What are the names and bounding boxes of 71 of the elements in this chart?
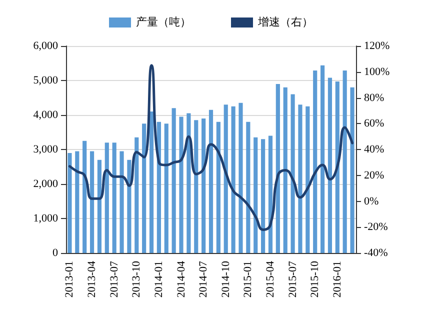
bar (82, 140, 87, 253)
bar (224, 104, 228, 253)
y-tick-label: 4,000 (33, 109, 58, 121)
x-tick-label: 2015-10 (309, 260, 322, 298)
x-tick-label: 2013-10 (130, 260, 143, 298)
y2-tick-label: 100% (364, 66, 390, 78)
bar (149, 112, 154, 253)
bar (261, 139, 266, 253)
y-tick-label: 3,000 (33, 144, 58, 156)
bar (313, 70, 318, 253)
x-tick-label: 2015-01 (242, 261, 254, 298)
x-tick-label: 2013-07 (108, 260, 120, 298)
x-tick-label: 2014-01 (152, 261, 165, 298)
y2-tick-label: -20% (364, 221, 388, 234)
bar (90, 151, 94, 253)
bar (164, 124, 168, 253)
bar (335, 82, 340, 253)
bar (216, 122, 220, 253)
bar (186, 113, 191, 253)
bar (268, 136, 273, 253)
x-tick-label: 2013-01 (64, 261, 76, 298)
y2-tick-label: 120% (364, 40, 390, 52)
bar (194, 120, 198, 253)
bar (202, 118, 206, 253)
bar (283, 87, 288, 253)
bar (350, 87, 354, 253)
bar (254, 137, 258, 253)
y2-tick-label: -40% (364, 247, 388, 259)
y2-tick-label: 40% (364, 144, 384, 156)
bar (75, 151, 80, 253)
bar (104, 142, 109, 253)
y-tick-label: 5,000 (33, 74, 58, 86)
bar (208, 110, 214, 253)
legend-label: 增速（右） (257, 16, 313, 28)
x-tick-label: 2016-01 (331, 261, 344, 298)
bar (156, 122, 161, 253)
bar (97, 160, 102, 253)
bar (320, 65, 325, 253)
y2-tick-label: 60% (364, 118, 384, 130)
y-tick-label: 6,000 (33, 40, 58, 52)
y-tick-label: 2,000 (33, 178, 58, 190)
bar (134, 137, 139, 253)
x-tick-label: 2014-04 (175, 260, 188, 298)
x-tick-label: 2014-10 (220, 260, 232, 298)
y-tick-label: 0 (52, 247, 58, 259)
y-tick-label: 1,000 (33, 212, 58, 224)
x-tick-label: 2015-04 (264, 260, 276, 298)
y2-tick-label: 80% (364, 92, 384, 104)
line-series (68, 64, 354, 231)
bar (142, 124, 146, 253)
bar (246, 122, 250, 253)
x-tick-label: 2015-07 (286, 260, 299, 298)
bar (127, 160, 132, 253)
x-tick-label: 2013-04 (86, 260, 98, 298)
bar (231, 106, 236, 253)
bar (342, 70, 347, 253)
bar (68, 152, 72, 253)
x-tick-label: 2014-07 (198, 260, 210, 298)
bar (306, 106, 310, 253)
legend-label: 产量（吨） (136, 16, 191, 28)
bar (276, 84, 280, 253)
bar (120, 151, 124, 253)
bar (112, 142, 116, 253)
bar (290, 94, 295, 253)
bar (328, 78, 332, 253)
bar (172, 108, 176, 253)
y2-tick-label: 20% (364, 169, 384, 182)
bar (238, 102, 243, 253)
bar (179, 116, 184, 253)
y2-tick-label: 0% (364, 195, 379, 208)
bar (298, 104, 302, 253)
